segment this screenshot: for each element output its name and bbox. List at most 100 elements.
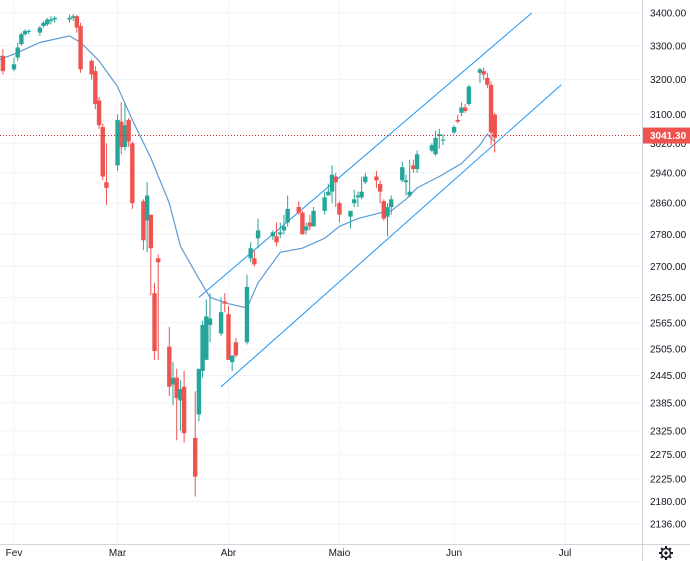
candle-body [26,30,31,32]
candle [374,170,379,188]
candle-body [78,26,83,70]
candle [348,210,353,229]
candle-body [285,208,290,223]
candle [403,174,409,196]
candle-body [167,346,172,387]
candlestick-series [0,13,497,497]
moving-average-path [0,35,496,309]
y-tick-label: 2445.00 [650,371,687,382]
candle [126,118,131,147]
y-tick-label: 2625.00 [650,293,687,304]
candle [322,191,327,215]
candle-body [278,232,283,235]
candle-body [45,19,50,25]
candle-body [477,69,483,73]
y-tick-label: 2275.00 [650,450,687,461]
candle [96,96,102,129]
candle [115,114,120,171]
candle-body [359,191,364,198]
candle [174,368,179,441]
candle [196,368,202,422]
candle [414,150,420,173]
x-axis[interactable]: Fev Mar Abr Maio Jun Jul [0,544,690,560]
candle [204,299,209,360]
candle [181,370,187,443]
candle-body [281,226,287,231]
candle [22,29,28,36]
candle [451,125,457,135]
candle-body [311,210,316,227]
x-tick-label: Jul [559,548,572,559]
candle [119,102,124,155]
candle-body [248,248,253,259]
candle [337,201,342,223]
candle-body [322,197,327,211]
candle [281,214,287,235]
candle [429,143,435,153]
candle-body [178,389,183,401]
candle-body [485,77,490,85]
candle [381,199,386,221]
candle [440,134,446,146]
candle [459,102,464,117]
candle [278,222,283,239]
x-tick-label: Maio [329,548,351,559]
candle [244,274,250,345]
candle-body [352,199,357,204]
candle-body [156,258,161,263]
y-tick-label: 2940.00 [650,168,687,179]
y-tick-label: 2325.00 [650,426,687,437]
y-tick-label: 3300.00 [650,41,687,52]
y-tick-label: 2225.00 [650,475,687,486]
gear-icon [659,546,673,560]
candle-body [41,22,46,27]
y-axis[interactable]: 3400.00 3300.00 3200.00 3100.00 3020.00 2940.… [642,0,690,561]
candle-body [300,212,305,235]
y-tick-label: 3020.00 [650,139,687,150]
candle-body [19,34,24,45]
candle-body [200,324,205,371]
candle-body [52,17,57,20]
x-tick-label: Abr [221,548,237,559]
candle [311,206,316,227]
candle [300,210,305,235]
gear-hub [664,551,668,555]
candle-body [252,258,257,265]
candle [477,67,483,84]
candle [167,327,172,396]
moving-average-line [0,35,496,309]
candle-body [337,203,342,215]
candle [437,128,442,149]
candle-body [226,314,231,360]
candle [207,293,213,343]
candle-body [455,119,460,122]
candle-body [204,316,209,360]
candle [400,161,405,183]
y-tick-label: 2565.00 [650,318,687,329]
candle-body [403,180,409,183]
candle [41,21,46,28]
y-tick-label: 2180.00 [650,497,687,508]
candle-body [144,195,150,221]
candle-body [363,176,368,183]
candle-body [126,119,131,142]
candle [303,222,309,235]
candle-body [385,206,390,217]
candle-body [0,55,6,72]
candle-body [374,176,379,181]
candle [52,16,57,23]
candle [307,214,313,231]
candle-body [462,107,468,112]
candle-body [437,134,442,137]
settings-gear-icon[interactable] [659,546,673,560]
candle-body [400,167,405,181]
candle [481,67,486,80]
candle [352,189,357,207]
candle [270,230,276,241]
candle [178,379,183,431]
candle [26,29,31,35]
y-tick-label: 3400.00 [650,9,687,20]
y-tick-label: 2860.00 [650,199,687,210]
candle-body [381,201,386,219]
